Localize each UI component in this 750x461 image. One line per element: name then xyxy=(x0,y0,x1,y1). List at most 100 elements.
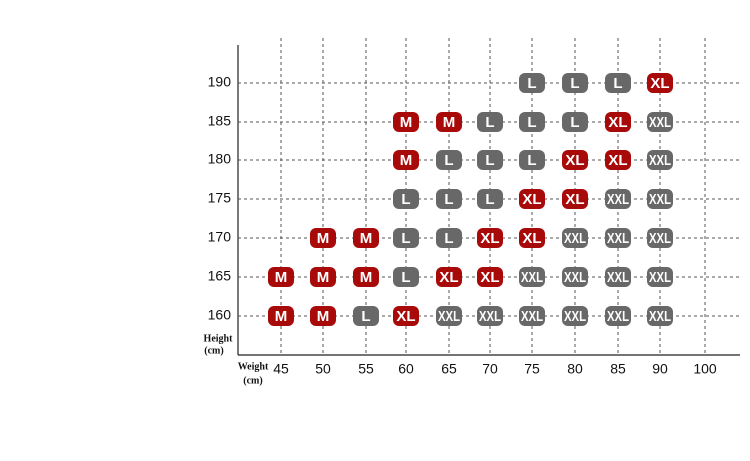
size-badge: XXL xyxy=(519,267,545,287)
badge-bg xyxy=(519,267,545,287)
badge-bg xyxy=(477,306,503,326)
badge-bg xyxy=(519,189,545,209)
badge-bg xyxy=(562,112,588,132)
x-tick-label: 50 xyxy=(315,361,331,377)
y-tick-label: 185 xyxy=(208,113,232,129)
badge-text: XXL xyxy=(607,269,629,286)
badge-text: XXL xyxy=(607,230,629,247)
badge-text: XL xyxy=(480,230,499,247)
size-badge: L xyxy=(477,150,503,170)
size-badge: XL xyxy=(562,189,588,209)
badge-bg xyxy=(605,189,631,209)
x-tick-label: 90 xyxy=(652,361,668,377)
size-badge: L xyxy=(605,73,631,93)
badge-text: M xyxy=(360,269,373,286)
size-badge: M xyxy=(268,267,294,287)
y-tick-label: 180 xyxy=(208,151,232,167)
size-badge: XL xyxy=(477,228,503,248)
badge-text: XXL xyxy=(564,230,586,247)
size-badge: L xyxy=(519,73,545,93)
badge-text: M xyxy=(360,230,373,247)
size-badge: XL xyxy=(477,267,503,287)
badge-bg xyxy=(519,306,545,326)
badge-text: XXL xyxy=(607,191,629,208)
size-badge: XL xyxy=(393,306,419,326)
badge-text: M xyxy=(317,308,330,325)
badge-bg xyxy=(605,73,631,93)
badge-bg xyxy=(436,112,462,132)
badge-text: XL xyxy=(522,230,541,247)
badge-bg xyxy=(605,306,631,326)
badge-text: XXL xyxy=(521,269,543,286)
badge-bg xyxy=(436,150,462,170)
badge-text: L xyxy=(527,114,536,131)
x-axis-label: Weight xyxy=(238,361,269,372)
badge-bg xyxy=(519,228,545,248)
size-badge: L xyxy=(562,73,588,93)
size-badge: XL xyxy=(605,112,631,132)
badge-bg xyxy=(605,150,631,170)
badge-text: XXL xyxy=(649,152,671,169)
y-tick-label: 175 xyxy=(208,190,232,206)
badge-text: L xyxy=(401,269,410,286)
size-badge: M xyxy=(353,228,379,248)
badge-bg xyxy=(310,228,336,248)
badge-bg xyxy=(647,306,673,326)
badge-bg xyxy=(310,267,336,287)
y-axis-label: Height xyxy=(204,333,234,344)
x-tick-label: 55 xyxy=(358,361,374,377)
size-badge: XL xyxy=(519,189,545,209)
badge-text: M xyxy=(317,269,330,286)
badge-bg xyxy=(393,189,419,209)
badge-bg xyxy=(605,267,631,287)
badge-bg xyxy=(647,112,673,132)
badge-bg xyxy=(562,306,588,326)
badge-bg xyxy=(562,73,588,93)
size-badge: M xyxy=(393,150,419,170)
size-badge: XXL xyxy=(605,228,631,248)
badge-text: XXL xyxy=(521,308,543,325)
badge-bg xyxy=(562,150,588,170)
y-tick-label: 170 xyxy=(208,229,232,245)
badge-text: XL xyxy=(608,114,627,131)
badge-text: L xyxy=(485,114,494,131)
badge-bg xyxy=(436,189,462,209)
badge-text: L xyxy=(361,308,370,325)
x-tick-label: 85 xyxy=(610,361,626,377)
size-badge: XXL xyxy=(647,267,673,287)
size-badge: L xyxy=(562,112,588,132)
badge-bg xyxy=(477,267,503,287)
y-tick-label: 190 xyxy=(208,74,232,90)
badge-bg xyxy=(353,228,379,248)
badge-text: XL xyxy=(565,191,584,208)
x-tick-label: 100 xyxy=(693,361,717,377)
badge-text: M xyxy=(400,152,413,169)
badge-text: XXL xyxy=(438,308,460,325)
badge-bg xyxy=(477,112,503,132)
size-badge: L xyxy=(519,150,545,170)
size-badge: XXL xyxy=(605,189,631,209)
badge-text: XXL xyxy=(649,269,671,286)
x-tick-label: 75 xyxy=(524,361,540,377)
size-badge: XXL xyxy=(647,112,673,132)
badge-text: XL xyxy=(608,152,627,169)
badge-text: L xyxy=(527,75,536,92)
badge-text: XL xyxy=(522,191,541,208)
badge-bg xyxy=(436,306,462,326)
badge-text: M xyxy=(317,230,330,247)
size-badge: M xyxy=(310,267,336,287)
size-badge: XXL xyxy=(647,150,673,170)
badge-bg xyxy=(519,150,545,170)
size-badge: XL xyxy=(436,267,462,287)
size-badge: XXL xyxy=(436,306,462,326)
badge-text: M xyxy=(400,114,413,131)
size-badge: XXL xyxy=(605,306,631,326)
size-badge: M xyxy=(393,112,419,132)
badge-text: XL xyxy=(565,152,584,169)
badge-text: XL xyxy=(650,75,669,92)
size-badge: M xyxy=(436,112,462,132)
badge-text: XXL xyxy=(564,308,586,325)
badge-bg xyxy=(353,306,379,326)
size-badge: M xyxy=(310,306,336,326)
